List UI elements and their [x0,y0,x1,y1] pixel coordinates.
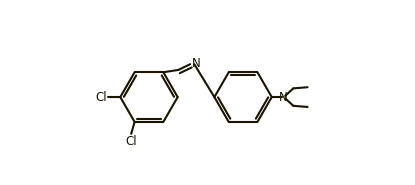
Text: Cl: Cl [125,135,137,148]
Text: N: N [192,57,201,70]
Text: N: N [279,91,288,104]
Text: Cl: Cl [95,91,107,104]
